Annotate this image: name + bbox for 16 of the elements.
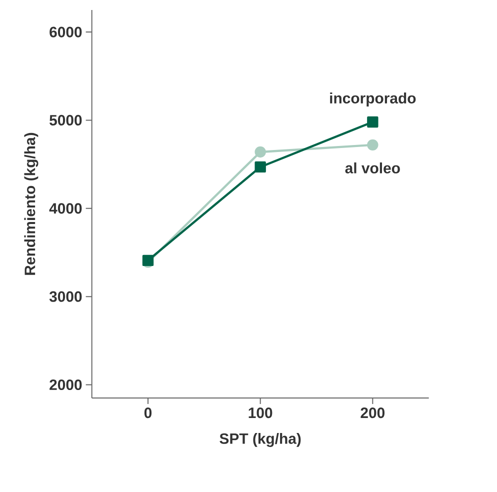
- y-tick-label: 4000: [49, 203, 82, 214]
- point: [367, 139, 378, 151]
- x-tick-label: 200: [360, 408, 385, 418]
- y-tick-label: 5000: [50, 114, 82, 126]
- point: [367, 116, 378, 128]
- x-tick-label: 100: [248, 408, 272, 418]
- series-label: incorporado: [330, 92, 416, 106]
- x-tick-label: 0: [144, 408, 152, 418]
- x-axis-title: SPT (kg/ha): [220, 432, 301, 447]
- point: [254, 146, 266, 158]
- y-tick-label: 6000: [50, 26, 82, 38]
- y-axis-title: Rendimiento (kg/ha): [24, 132, 38, 275]
- point: [254, 161, 266, 173]
- y-tick-label: 3000: [49, 291, 82, 302]
- series-label: al voleo: [345, 162, 400, 174]
- y-tick-label: 2000: [50, 379, 82, 390]
